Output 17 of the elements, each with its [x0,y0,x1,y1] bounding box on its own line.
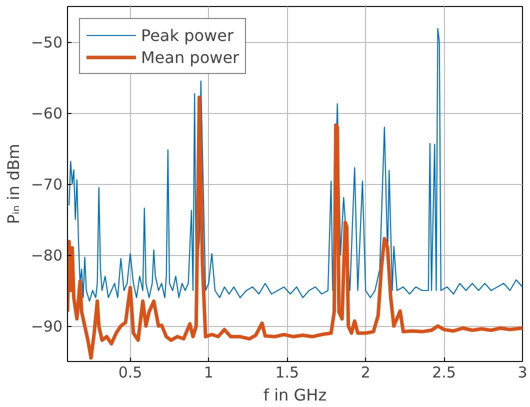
x-tick-label: 2 [360,364,370,382]
legend-label: Mean power [141,48,240,66]
y-axis-title: Pᵢₙ in dBm [4,144,23,224]
x-tick-label: 0.5 [118,364,142,382]
x-axis-title: f in GHz [263,386,327,404]
x-tick-label: 1 [204,364,214,382]
y-tick-label: −90 [30,318,62,336]
legend-label: Peak power [141,26,234,44]
x-tick-label: 3 [518,364,528,382]
x-tick-label: 2.5 [432,364,456,382]
y-tick-label: −70 [30,176,62,194]
x-tick-label: 1.5 [275,364,300,382]
line-series [68,28,522,302]
y-tick-label: −50 [30,34,62,52]
y-tick-label: −60 [30,104,62,122]
y-tick-label: −80 [30,246,62,264]
line-series [68,96,522,360]
